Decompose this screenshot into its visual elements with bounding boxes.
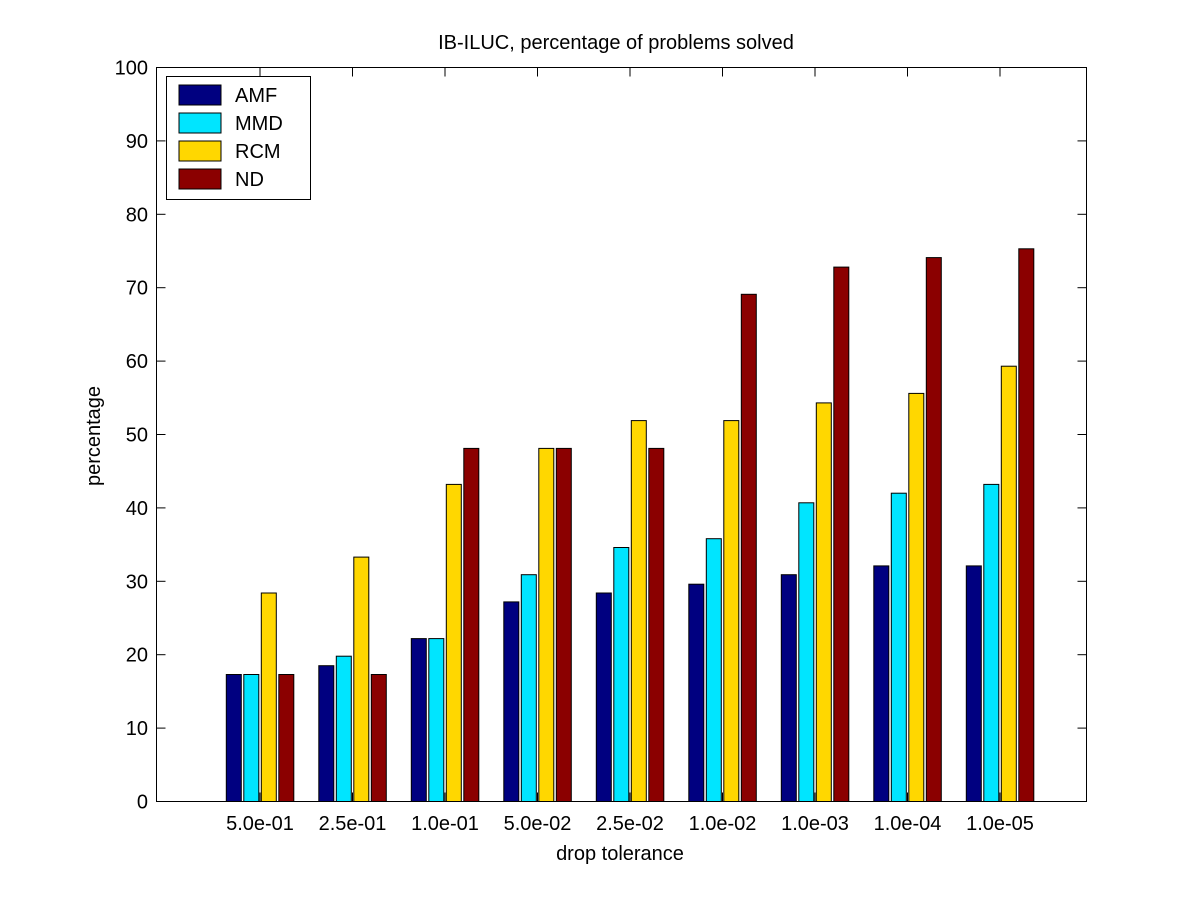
bar-amf-0 bbox=[225, 674, 242, 802]
bar-mmd-4 bbox=[613, 547, 630, 802]
x-tick-label: 1.0e-05 bbox=[966, 813, 1034, 835]
bar-amf-7 bbox=[873, 565, 890, 803]
x-tick-label: 5.0e-01 bbox=[226, 813, 294, 835]
y-tick-label: 10 bbox=[126, 718, 148, 740]
x-tick-label: 1.0e-03 bbox=[781, 813, 849, 835]
axis-ticks: 0 10 20 30 40 50 60 70 80 90 100 5.0e-01 2.5e-01 1.0e… bbox=[115, 58, 1087, 835]
legend-label-rcm: RCM bbox=[235, 141, 281, 163]
bar-nd-1 bbox=[370, 674, 387, 802]
bar-rcm-3 bbox=[538, 447, 555, 802]
bar-amf-1 bbox=[318, 665, 335, 803]
bar-amf-5 bbox=[688, 583, 705, 803]
bar-rcm-8 bbox=[1000, 365, 1017, 802]
bar-amf-8 bbox=[965, 565, 982, 803]
legend-label-mmd: MMD bbox=[235, 113, 283, 135]
bar-rcm-1 bbox=[353, 556, 370, 802]
bar-rcm-2 bbox=[445, 483, 462, 802]
chart-title: IB-ILUC, percentage of problems solved bbox=[438, 32, 794, 54]
bar-rcm-5 bbox=[723, 420, 740, 802]
bar-nd-3 bbox=[555, 447, 572, 802]
y-tick-label: 30 bbox=[126, 571, 148, 593]
x-tick-label: 2.5e-01 bbox=[319, 813, 387, 835]
bar-nd-5 bbox=[740, 293, 757, 802]
bar-rcm-0 bbox=[260, 592, 277, 802]
legend-label-nd: ND bbox=[235, 169, 264, 191]
y-tick-label: 50 bbox=[126, 425, 148, 447]
legend-swatch-amf bbox=[178, 84, 222, 106]
bar-mmd-0 bbox=[243, 674, 260, 802]
y-tick-label: 90 bbox=[126, 131, 148, 153]
legend-label-amf: AMF bbox=[235, 85, 277, 107]
bar-rcm-6 bbox=[815, 402, 832, 802]
bars-layer bbox=[225, 248, 1035, 803]
bar-amf-3 bbox=[503, 601, 520, 803]
bar-amf-6 bbox=[780, 574, 797, 803]
bar-rcm-7 bbox=[908, 392, 925, 802]
bar-nd-7 bbox=[925, 257, 942, 803]
bar-mmd-5 bbox=[705, 538, 722, 802]
x-tick-label: 1.0e-02 bbox=[689, 813, 757, 835]
bar-nd-8 bbox=[1018, 248, 1035, 803]
legend: AMF MMD RCM ND bbox=[166, 76, 311, 200]
bar-mmd-3 bbox=[520, 574, 537, 803]
bar-mmd-2 bbox=[428, 638, 445, 802]
legend-swatch-rcm bbox=[178, 140, 222, 162]
bar-mmd-6 bbox=[798, 502, 815, 802]
y-tick-label: 40 bbox=[126, 498, 148, 520]
bar-nd-4 bbox=[648, 447, 665, 802]
x-tick-label: 2.5e-02 bbox=[596, 813, 664, 835]
x-tick-label: 5.0e-02 bbox=[504, 813, 572, 835]
y-tick-label: 80 bbox=[126, 204, 148, 226]
bar-amf-4 bbox=[595, 592, 612, 802]
y-tick-label: 0 bbox=[137, 792, 148, 814]
y-tick-label: 70 bbox=[126, 278, 148, 300]
y-tick-label: 60 bbox=[126, 351, 148, 373]
bar-mmd-8 bbox=[983, 483, 1000, 802]
x-tick-label: 1.0e-01 bbox=[411, 813, 479, 835]
bar-amf-2 bbox=[410, 638, 427, 802]
legend-swatch-nd bbox=[178, 168, 222, 190]
bar-mmd-7 bbox=[890, 492, 907, 802]
bar-nd-2 bbox=[463, 447, 480, 802]
legend-swatch-mmd bbox=[178, 112, 222, 134]
bar-rcm-4 bbox=[630, 420, 647, 802]
x-tick-label: 1.0e-04 bbox=[874, 813, 942, 835]
x-axis-label: drop tolerance bbox=[556, 843, 684, 865]
bar-nd-0 bbox=[278, 674, 295, 802]
y-tick-label: 20 bbox=[126, 645, 148, 667]
bar-mmd-1 bbox=[335, 655, 352, 803]
y-tick-label: 100 bbox=[115, 58, 148, 80]
y-axis-label: percentage bbox=[83, 386, 105, 486]
bar-nd-6 bbox=[833, 266, 850, 803]
